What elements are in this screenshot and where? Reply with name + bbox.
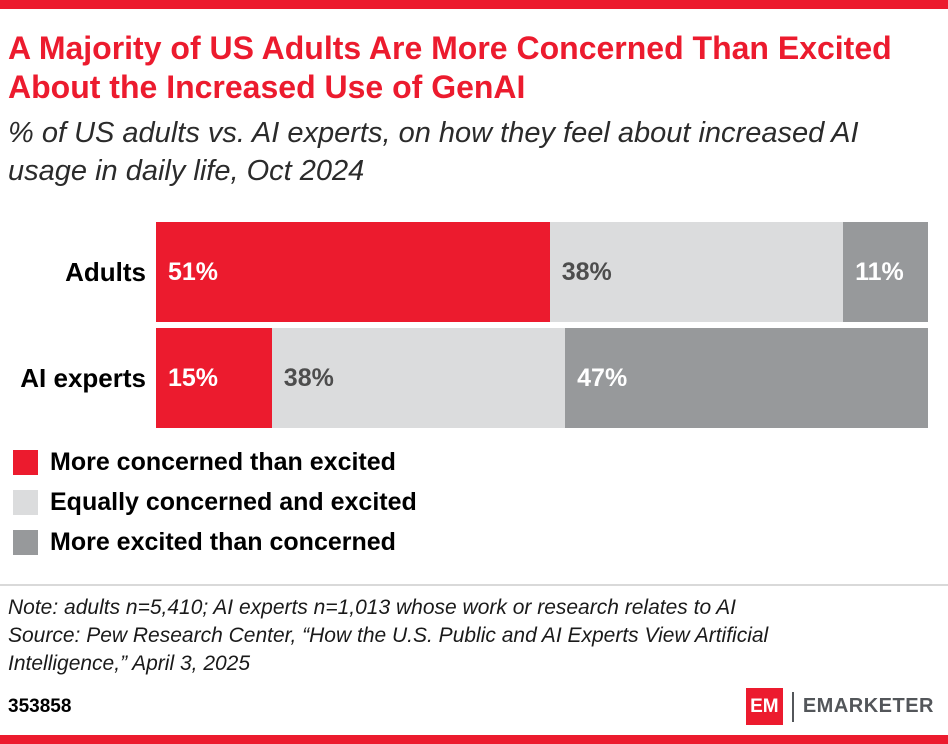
chart-subtitle: % of US adults vs. AI experts, on how th…: [8, 117, 859, 187]
stacked-bar-chart: Adults 51% 38% 11% AI experts 15% 38% 47%: [8, 222, 938, 429]
bar-value-label: 47%: [577, 363, 628, 392]
bar-track: 15% 38% 47%: [156, 328, 928, 429]
logo-separator: [791, 691, 794, 722]
bar-track: 51% 38% 11%: [156, 222, 928, 323]
bar-segment: 15%: [156, 328, 272, 429]
legend-label: More excited than concerned: [50, 528, 396, 557]
legend-swatch: [13, 490, 38, 516]
bar-segment: 51%: [156, 222, 550, 323]
chart-legend: More concerned than excited Equally conce…: [8, 448, 938, 557]
bar-value-label: 38%: [283, 363, 334, 392]
logo-wordmark: EMARKETER: [802, 695, 934, 717]
emarketer-logo: EM EMARKETER: [745, 688, 934, 725]
legend-swatch: [13, 450, 38, 476]
bar-value-label: 15%: [168, 363, 219, 392]
bar-row: Adults 51% 38% 11%: [8, 222, 938, 323]
bar-value-label: 11%: [855, 257, 904, 286]
footer: 353858 EM EMARKETER: [0, 682, 948, 735]
category-label: AI experts: [20, 362, 146, 393]
legend-item: More excited than concerned: [13, 528, 938, 557]
chart-title: A Majority of US Adults Are More Concern…: [8, 30, 892, 106]
bar-value-label: 51%: [168, 257, 219, 286]
bar-segment: 11%: [843, 222, 928, 323]
bar-segment: 47%: [565, 328, 928, 429]
chart-id: 353858: [8, 695, 72, 717]
source-text: Source: Pew Research Center, “How the U.…: [8, 624, 769, 675]
em-logo-icon: EM: [745, 688, 783, 725]
category-label: Adults: [65, 256, 146, 287]
note-text: Note: adults n=5,410; AI experts n=1,013…: [8, 596, 737, 620]
bar-segment: 38%: [271, 328, 566, 429]
legend-item: Equally concerned and excited: [13, 488, 938, 517]
chart-content: A Majority of US Adults Are More Concern…: [0, 9, 948, 568]
bar-value-label: 38%: [561, 257, 612, 286]
divider-line: [0, 584, 948, 587]
footnote: Note: adults n=5,410; AI experts n=1,013…: [0, 586, 885, 677]
bottom-accent-bar: [0, 735, 948, 744]
legend-label: More concerned than excited: [50, 448, 396, 477]
top-accent-bar: [0, 0, 948, 9]
bar-segment: 38%: [549, 222, 844, 323]
bar-row: AI experts 15% 38% 47%: [8, 328, 938, 429]
legend-label: Equally concerned and excited: [50, 488, 417, 517]
legend-swatch: [13, 530, 38, 556]
legend-item: More concerned than excited: [13, 448, 938, 477]
